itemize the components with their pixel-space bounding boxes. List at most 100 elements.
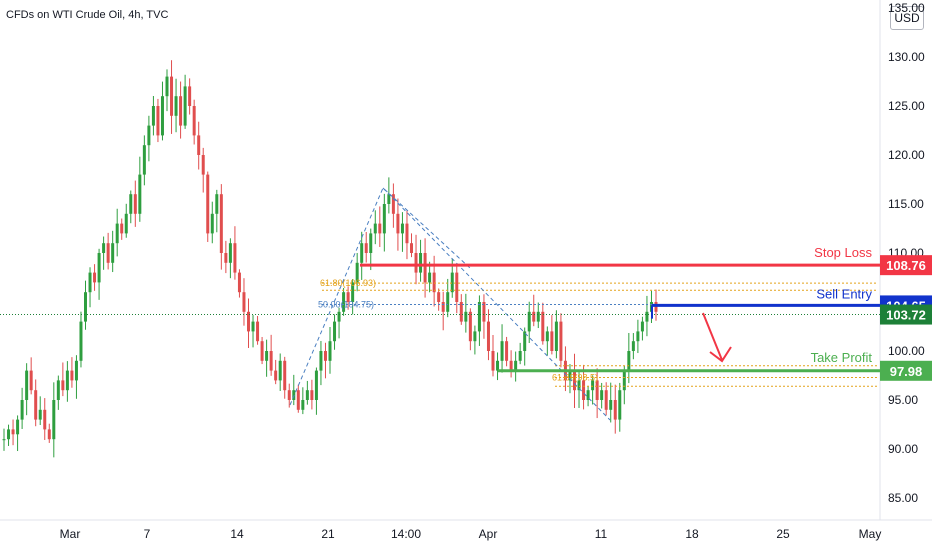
candle-body [165,76,169,97]
x-tick-label: 11 [595,527,608,541]
candle-body [518,351,522,361]
candle-body [283,360,287,391]
candle-body [260,341,264,361]
candle-body [428,272,432,283]
candle-body [491,351,495,371]
candle-body [16,419,20,435]
candle-body [527,311,531,332]
candle-body [514,360,518,371]
candle-body [477,302,481,332]
candle-body [106,243,110,263]
candle-body [473,331,477,342]
zigzag-up [289,187,471,406]
fib-low-label: 61.80(98.5) [552,372,598,382]
candle-body [609,400,613,410]
y-tick-label: 130.00 [888,50,925,64]
candle-body [396,213,400,234]
candle-body [192,106,196,136]
candle-body [486,321,490,351]
candle-body [142,145,146,175]
candle-body [342,292,346,312]
candle-body [278,360,282,381]
down-arrow-head [709,346,732,363]
candle-body [233,243,237,273]
x-tick-label: 18 [685,527,699,541]
candle-body [604,390,608,410]
candle-body [65,370,69,391]
candle-body [301,400,305,410]
candle-body [636,331,640,342]
take-profit-badge-label: 97.98 [890,364,923,379]
candle-body [364,243,368,253]
candle-body [459,302,463,322]
candle-body [38,409,42,420]
currency-selector[interactable]: USD [890,6,924,30]
candle-body [210,213,214,234]
candle-body [188,86,192,106]
fib-618-label: 61.80(106.93) [320,278,376,288]
chart-title: CFDs on WTI Crude Oil, 4h, TVC [6,9,169,21]
candle-body [622,370,626,391]
x-tick-label: Mar [60,527,81,541]
fib-50-label: 50.00(104.75) [318,299,374,309]
candle-body [496,360,500,371]
x-tick-label: May [859,527,882,541]
candle-body [265,351,269,361]
candle-body [446,292,450,312]
candle-body [133,194,137,214]
candle-body [170,76,174,116]
candle-body [437,292,441,302]
x-tick-label: Apr [479,527,498,541]
candle-body [323,351,327,361]
candle-body [600,390,604,400]
candle-body [550,331,554,351]
x-tick-label: 14 [230,527,244,541]
candle-body [56,380,60,400]
candle-body [500,341,504,361]
candle-body [568,370,572,381]
y-tick-label: 115.00 [888,197,924,211]
candle-body [61,380,65,391]
candle-body [102,243,106,253]
candle-body [355,262,359,283]
candle-body [554,321,558,351]
candle-body [120,223,124,234]
candle-body [532,311,536,322]
candle-body [369,233,373,253]
candle-body [378,223,382,234]
candle-body [147,125,151,146]
candle-body [247,311,250,332]
candle-body [464,311,468,322]
candle-body [536,311,540,322]
candle-body [591,380,595,391]
current-price-badge [880,304,932,325]
candle-body [410,243,413,253]
candle-body [52,400,56,440]
candle-body [627,351,631,371]
candle-body [432,272,436,293]
zigzag-down [382,187,611,421]
candle-body [509,360,513,371]
candle-body [640,321,644,332]
candle-body [237,272,241,293]
y-tick-label: 100.00 [888,344,925,358]
candle-body [441,302,445,312]
candle-body [138,174,142,214]
candle-body [314,370,318,400]
candle-body [251,321,255,332]
candle-body [215,194,219,214]
candle-body [70,370,74,381]
candle-body [79,321,83,361]
candle-body [631,341,635,351]
x-tick-label: 25 [776,527,790,541]
candle-body [333,321,337,342]
candle-body [7,429,11,440]
candle-body [373,223,377,234]
candle-body [174,96,178,116]
candle-body [419,253,423,273]
candle-body [450,272,454,293]
x-tick-label: 14:00 [391,527,421,541]
candle-body [310,390,314,400]
down-arrow-shaft [702,312,723,361]
